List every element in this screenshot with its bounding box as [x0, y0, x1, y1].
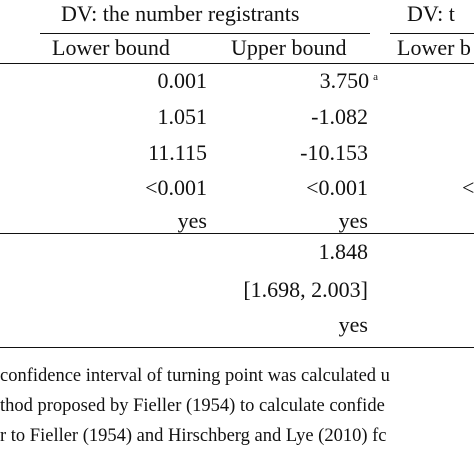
footnote-marker: a	[373, 70, 378, 83]
turning-point-ci: [1.698, 2.003]	[243, 277, 368, 302]
column-header-lower-bound: Lower bound	[52, 35, 170, 60]
turning-point-flag: yes	[338, 312, 368, 337]
group-header-number-registrants: DV: the number registrants	[61, 1, 300, 26]
group2-rule	[390, 33, 474, 34]
group-header-second-dv: DV: t	[407, 1, 455, 26]
header-rule	[0, 63, 474, 64]
note-line-3: r to Fieller (1954) and Hirschberg and L…	[0, 426, 387, 446]
column-header-lower-bound-2: Lower b	[397, 35, 471, 60]
bottom-rule	[0, 347, 474, 348]
row2-upper: -1.082	[311, 104, 368, 129]
row1-lower: 0.001	[157, 68, 208, 93]
column-header-upper-bound: Upper bound	[231, 35, 347, 60]
turning-point-value: 1.848	[318, 239, 369, 264]
row2-lower: 1.051	[157, 104, 208, 129]
row4-upper: <0.001	[306, 175, 368, 200]
row4-lower: <0.001	[145, 175, 207, 200]
row4-lower-2: <	[462, 175, 474, 200]
row3-upper: -10.153	[300, 140, 368, 165]
row1-upper: 3.750 a	[319, 68, 378, 93]
note-line-2: thod proposed by Fieller (1954) to calcu…	[0, 396, 385, 416]
group1-rule	[40, 33, 370, 34]
section-rule	[0, 233, 474, 234]
row5-lower: yes	[177, 208, 207, 233]
row3-lower: 11.115	[148, 140, 207, 165]
note-line-1: confidence interval of turning point was…	[0, 366, 390, 386]
row5-upper: yes	[338, 208, 368, 233]
